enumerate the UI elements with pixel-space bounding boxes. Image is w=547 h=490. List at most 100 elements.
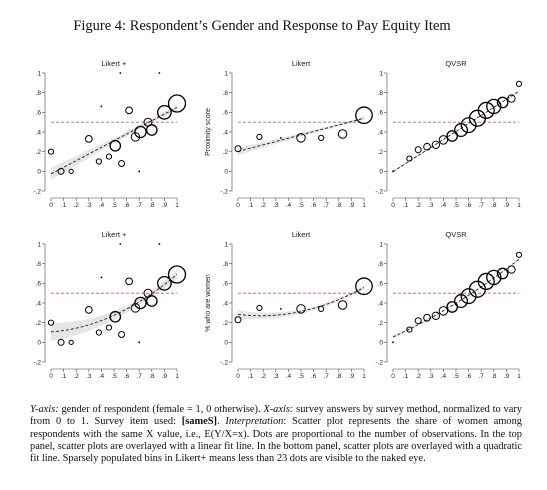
data-point <box>145 295 158 307</box>
x-tick-label: .7 <box>323 373 329 380</box>
x-tick-label: 0 <box>49 202 53 209</box>
data-point <box>446 301 459 313</box>
x-tick-label: 1 <box>517 202 521 209</box>
y-tick-label: 0 <box>379 340 383 347</box>
x-tick-label: .4 <box>441 202 447 209</box>
confidence-band <box>51 269 177 342</box>
y-tick-label: 0 <box>379 169 383 176</box>
x-tick-label: .2 <box>260 202 266 209</box>
x-tick-label: .3 <box>428 373 434 380</box>
data-point <box>119 243 122 245</box>
x-tick-label: .2 <box>73 373 79 380</box>
caption-x-label: X-axis: <box>263 404 294 415</box>
y-axis-label: % who are women <box>205 274 212 332</box>
x-tick-label: .7 <box>478 373 484 380</box>
panel-1: Likert + -.2 0 .2 .4 .6 .8 1 0 .1 .2 .3 .4 .5 .6 .7 .8 .9… <box>33 59 187 209</box>
data-point <box>279 137 282 139</box>
data-point <box>406 155 413 162</box>
data-point <box>105 153 113 160</box>
y-tick-label: .8 <box>378 90 384 97</box>
x-tick-label: .6 <box>311 202 317 209</box>
data-point <box>355 106 373 125</box>
data-point <box>109 310 122 323</box>
data-point <box>431 140 441 149</box>
x-tick-label: .4 <box>286 202 292 209</box>
x-tick-label: 1 <box>175 202 179 209</box>
x-tick-label: .4 <box>286 373 292 380</box>
data-point <box>256 133 263 141</box>
data-point <box>157 275 172 291</box>
confidence-band <box>238 285 364 320</box>
y-tick-label: .2 <box>378 320 384 327</box>
y-tick-label: 1 <box>37 70 41 77</box>
data-point <box>414 317 422 325</box>
data-point <box>158 243 161 245</box>
x-tick-label: 0 <box>49 373 53 380</box>
x-tick-label: .6 <box>124 202 130 209</box>
y-tick-label: .4 <box>36 129 42 136</box>
y-tick-label: 0 <box>224 340 228 347</box>
data-point <box>138 341 141 344</box>
data-point <box>318 134 325 141</box>
y-tick-label: -.2 <box>33 188 41 195</box>
x-tick-label: .9 <box>349 202 355 209</box>
data-point <box>100 105 103 108</box>
x-tick-label: 0 <box>236 202 240 209</box>
x-tick-label: .9 <box>349 373 355 380</box>
x-tick-label: .7 <box>136 373 142 380</box>
data-point <box>318 305 325 312</box>
y-tick-label: .6 <box>36 110 42 117</box>
data-point <box>507 94 516 103</box>
x-tick-label: .4 <box>99 202 105 209</box>
confidence-band <box>393 258 519 339</box>
data-point <box>515 80 523 87</box>
x-tick-label: .8 <box>491 373 497 380</box>
data-point <box>158 72 161 74</box>
y-tick-label: .4 <box>223 129 229 136</box>
x-tick-label: .3 <box>86 202 92 209</box>
x-tick-label: .5 <box>298 202 304 209</box>
data-point <box>431 311 441 320</box>
data-point <box>118 159 126 167</box>
data-point <box>477 101 495 119</box>
data-point <box>100 276 103 279</box>
y-tick-label: .8 <box>36 90 42 97</box>
x-tick-label: .6 <box>466 373 472 380</box>
panel-3: QVSR -.2 0 .2 .4 .6 .8 1 0 .1 .2 .3 .4 .5 .6 .7 .8 .9 1 <box>375 59 523 209</box>
y-tick-label: 1 <box>37 241 41 248</box>
y-tick-label: .2 <box>36 320 42 327</box>
x-tick-label: 0 <box>391 202 395 209</box>
data-point <box>118 330 126 338</box>
x-tick-label: .2 <box>73 202 79 209</box>
x-tick-label: .5 <box>111 202 117 209</box>
x-tick-label: .8 <box>149 373 155 380</box>
data-point <box>134 125 147 139</box>
figure-canvas: Figure 4: Respondent’s Gender and Respon… <box>33 18 523 380</box>
x-tick-label: .1 <box>61 373 67 380</box>
data-point <box>256 304 263 312</box>
x-tick-label: .6 <box>311 373 317 380</box>
caption-interp-label: Interpretation <box>225 416 284 428</box>
y-tick-label: .8 <box>223 90 229 97</box>
panel-title: QVSR <box>445 230 467 239</box>
fit-line <box>50 274 178 333</box>
y-tick-label: .6 <box>36 281 42 288</box>
panel-title: Likert + <box>102 59 127 68</box>
x-tick-label: .7 <box>323 202 329 209</box>
caption-item-name: [sameS] <box>181 416 217 428</box>
x-tick-label: .8 <box>149 202 155 209</box>
y-tick-label: .6 <box>378 110 384 117</box>
y-tick-label: .4 <box>223 300 229 307</box>
y-tick-label: 0 <box>37 340 41 347</box>
fit-line <box>237 287 365 317</box>
data-point <box>57 167 65 175</box>
x-tick-label: .1 <box>248 202 254 209</box>
figure-caption: Y-axis: gender of respondent (female = 1… <box>30 404 522 465</box>
panel-title: Likert <box>292 59 311 68</box>
data-point <box>134 296 147 310</box>
data-point <box>234 316 242 324</box>
y-tick-label: .6 <box>378 281 384 288</box>
y-tick-label: .4 <box>36 300 42 307</box>
x-tick-label: .4 <box>441 373 447 380</box>
data-point <box>95 329 102 336</box>
